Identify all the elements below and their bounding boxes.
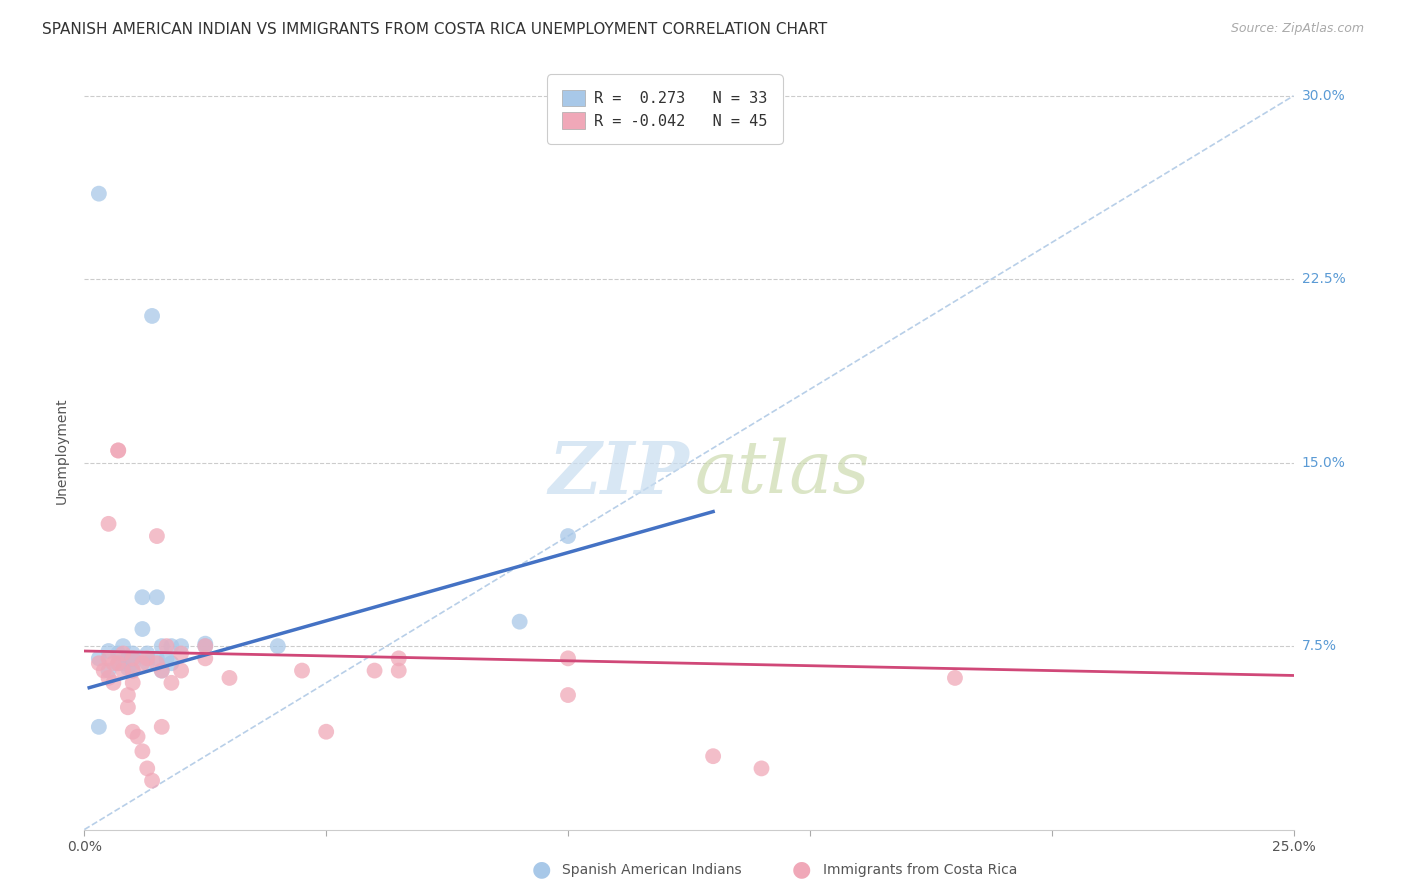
Text: Source: ZipAtlas.com: Source: ZipAtlas.com: [1230, 22, 1364, 36]
Point: [170, 664, 193, 678]
Point: [131, 657, 153, 671]
Point: [136, 647, 159, 661]
Point: [117, 661, 139, 675]
Point: [112, 647, 135, 661]
Point: [117, 700, 139, 714]
Point: [93, 664, 115, 678]
Point: [194, 651, 217, 665]
Point: [160, 657, 183, 671]
Y-axis label: Unemployment: Unemployment: [55, 397, 69, 504]
Point: [121, 651, 143, 665]
Point: [218, 671, 240, 685]
Point: [107, 443, 129, 458]
Point: [103, 657, 125, 671]
Point: [97, 516, 120, 531]
Point: [160, 639, 183, 653]
Point: [131, 622, 153, 636]
Point: [150, 664, 173, 678]
Point: [141, 309, 163, 323]
Point: [87, 186, 110, 201]
Point: [121, 664, 143, 678]
Text: 30.0%: 30.0%: [1302, 89, 1346, 103]
Point: [150, 664, 173, 678]
Text: Spanish American Indians: Spanish American Indians: [562, 863, 742, 877]
Point: [121, 675, 143, 690]
Point: [141, 773, 163, 788]
Point: [702, 749, 724, 764]
Point: [160, 675, 183, 690]
Point: [97, 651, 120, 665]
Point: [943, 671, 966, 685]
Point: [97, 664, 120, 678]
Point: [267, 639, 290, 653]
Point: [146, 591, 169, 605]
Point: [751, 761, 773, 775]
Legend: R =  0.273   N = 33, R = -0.042   N = 45: R = 0.273 N = 33, R = -0.042 N = 45: [551, 79, 778, 140]
Point: [131, 744, 153, 758]
Point: [131, 591, 153, 605]
Point: [170, 639, 193, 653]
Point: [146, 529, 169, 543]
Text: atlas: atlas: [695, 438, 870, 508]
Point: [557, 688, 579, 702]
Point: [121, 647, 143, 661]
Point: [107, 443, 129, 458]
Text: SPANISH AMERICAN INDIAN VS IMMIGRANTS FROM COSTA RICA UNEMPLOYMENT CORRELATION C: SPANISH AMERICAN INDIAN VS IMMIGRANTS FR…: [42, 22, 827, 37]
Point: [557, 529, 579, 543]
Point: [121, 657, 143, 671]
Point: [97, 644, 120, 658]
Point: [194, 639, 217, 653]
Point: [107, 657, 129, 671]
Point: [127, 730, 149, 744]
Point: [194, 637, 217, 651]
Point: [136, 657, 159, 671]
Point: [117, 688, 139, 702]
Text: ●: ●: [531, 860, 551, 880]
Point: [557, 651, 579, 665]
Point: [112, 657, 135, 671]
Point: [291, 664, 314, 678]
Point: [170, 647, 193, 661]
Point: [112, 639, 135, 653]
Text: ●: ●: [792, 860, 811, 880]
Point: [103, 675, 125, 690]
Point: [87, 651, 110, 665]
Point: [194, 639, 217, 653]
Point: [388, 664, 411, 678]
Text: 15.0%: 15.0%: [1302, 456, 1346, 470]
Point: [121, 664, 143, 678]
Text: 22.5%: 22.5%: [1302, 272, 1346, 286]
Point: [112, 664, 135, 678]
Point: [107, 657, 129, 671]
Point: [117, 651, 139, 665]
Point: [146, 651, 169, 665]
Point: [87, 720, 110, 734]
Point: [509, 615, 531, 629]
Point: [146, 657, 169, 671]
Point: [363, 664, 385, 678]
Point: [121, 724, 143, 739]
Text: Immigrants from Costa Rica: Immigrants from Costa Rica: [823, 863, 1017, 877]
Point: [155, 651, 177, 665]
Point: [150, 639, 173, 653]
Point: [87, 657, 110, 671]
Point: [150, 720, 173, 734]
Point: [107, 647, 129, 661]
Point: [155, 639, 177, 653]
Point: [136, 651, 159, 665]
Point: [121, 651, 143, 665]
Point: [388, 651, 411, 665]
Text: 7.5%: 7.5%: [1302, 640, 1337, 653]
Point: [136, 761, 159, 775]
Point: [315, 724, 337, 739]
Point: [97, 671, 120, 685]
Text: ZIP: ZIP: [548, 438, 689, 508]
